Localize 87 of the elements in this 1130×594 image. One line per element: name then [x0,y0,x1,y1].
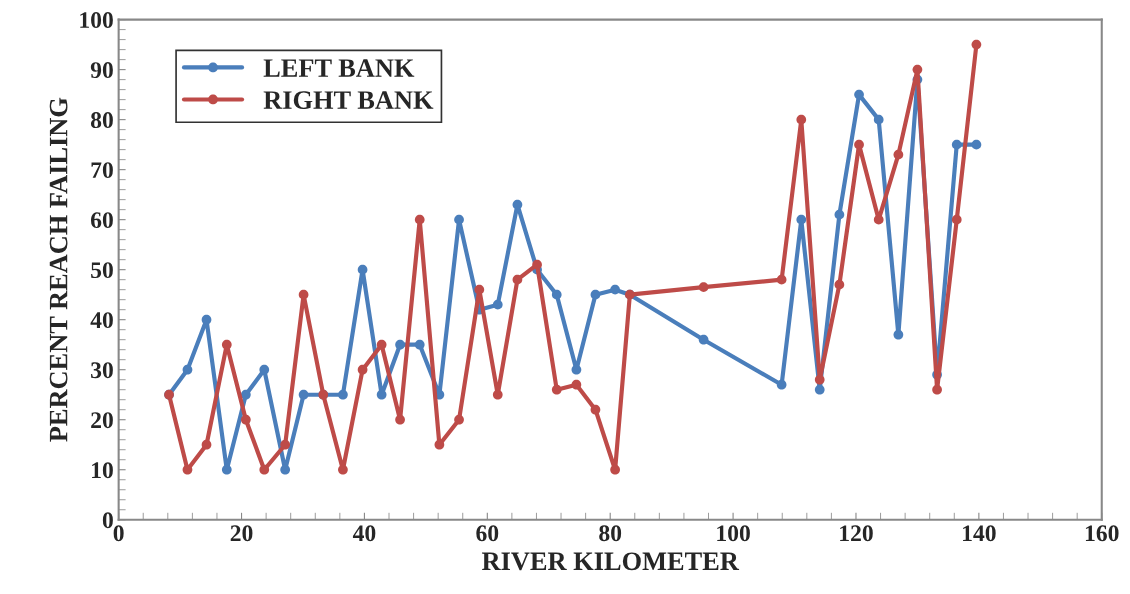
point [834,209,845,220]
point [698,282,709,293]
point [610,464,620,475]
point [221,464,232,475]
x-tick-label: 100 [717,525,750,542]
point [873,214,884,225]
point [298,389,309,400]
legend-label: LEFT BANK [263,59,415,77]
point [512,199,523,210]
point [280,439,291,450]
point [376,339,387,350]
point [338,389,348,400]
x-tick-label: 20 [230,525,253,542]
point [932,384,942,395]
point [551,289,562,300]
y-axis-title: PERCENT REACH FAILING [49,97,68,442]
point [395,414,405,425]
point [814,384,825,395]
point [221,339,232,350]
point [610,284,620,295]
point [776,379,787,390]
point [814,374,825,385]
point [357,364,368,375]
y-tick-label: 80 [90,112,113,129]
point [414,339,425,350]
point [201,314,212,325]
point [454,214,464,225]
point [414,214,425,225]
point [590,289,601,300]
x-tick-label: 160 [1085,525,1119,542]
point [298,289,309,300]
point [873,114,884,125]
x-tick-label: 60 [476,525,499,542]
point [796,214,807,225]
point [259,364,270,375]
point [834,279,845,290]
point [376,389,387,400]
point [201,439,212,450]
point [454,414,464,425]
y-tick-label: 10 [92,462,113,479]
point [971,39,982,50]
point [893,149,904,160]
x-tick-label: 40 [352,525,376,542]
point [571,364,582,375]
point [776,274,787,285]
point [434,439,445,450]
y-tick-label: 100 [80,12,113,29]
point [551,384,562,395]
y-tick-label: 0 [102,512,113,529]
legend-label: RIGHT BANK [263,91,434,109]
point [182,364,193,375]
point [854,89,864,100]
point [796,114,807,125]
point [590,404,601,415]
point [912,64,923,75]
y-tick-label: 60 [90,212,113,229]
y-tick-label: 30 [91,362,113,379]
point [951,214,962,225]
point [240,389,251,400]
y-tick-label: 20 [91,412,113,429]
point [280,464,291,475]
y-tick-label: 90 [90,62,113,79]
x-tick-label: 0 [113,525,124,542]
point [259,464,270,475]
point [532,259,542,270]
point [357,264,368,275]
x-tick-label: 120 [840,525,873,542]
point [182,464,193,475]
point [395,339,405,350]
y-tick-label: 70 [91,162,113,179]
point [492,299,503,310]
point [854,139,864,150]
point [893,329,904,340]
x-axis-title: RIVER KILOMETER [481,552,740,571]
point [971,139,982,150]
x-tick-label: 140 [963,525,996,542]
point [474,284,485,295]
point [240,414,251,425]
point [571,379,582,390]
point [951,139,962,150]
point [338,464,348,475]
point [698,334,709,345]
point [492,389,503,400]
x-tick-label: 80 [599,525,622,542]
y-tick-label: 50 [91,262,113,279]
point [512,274,523,285]
y-tick-label: 40 [90,312,113,329]
